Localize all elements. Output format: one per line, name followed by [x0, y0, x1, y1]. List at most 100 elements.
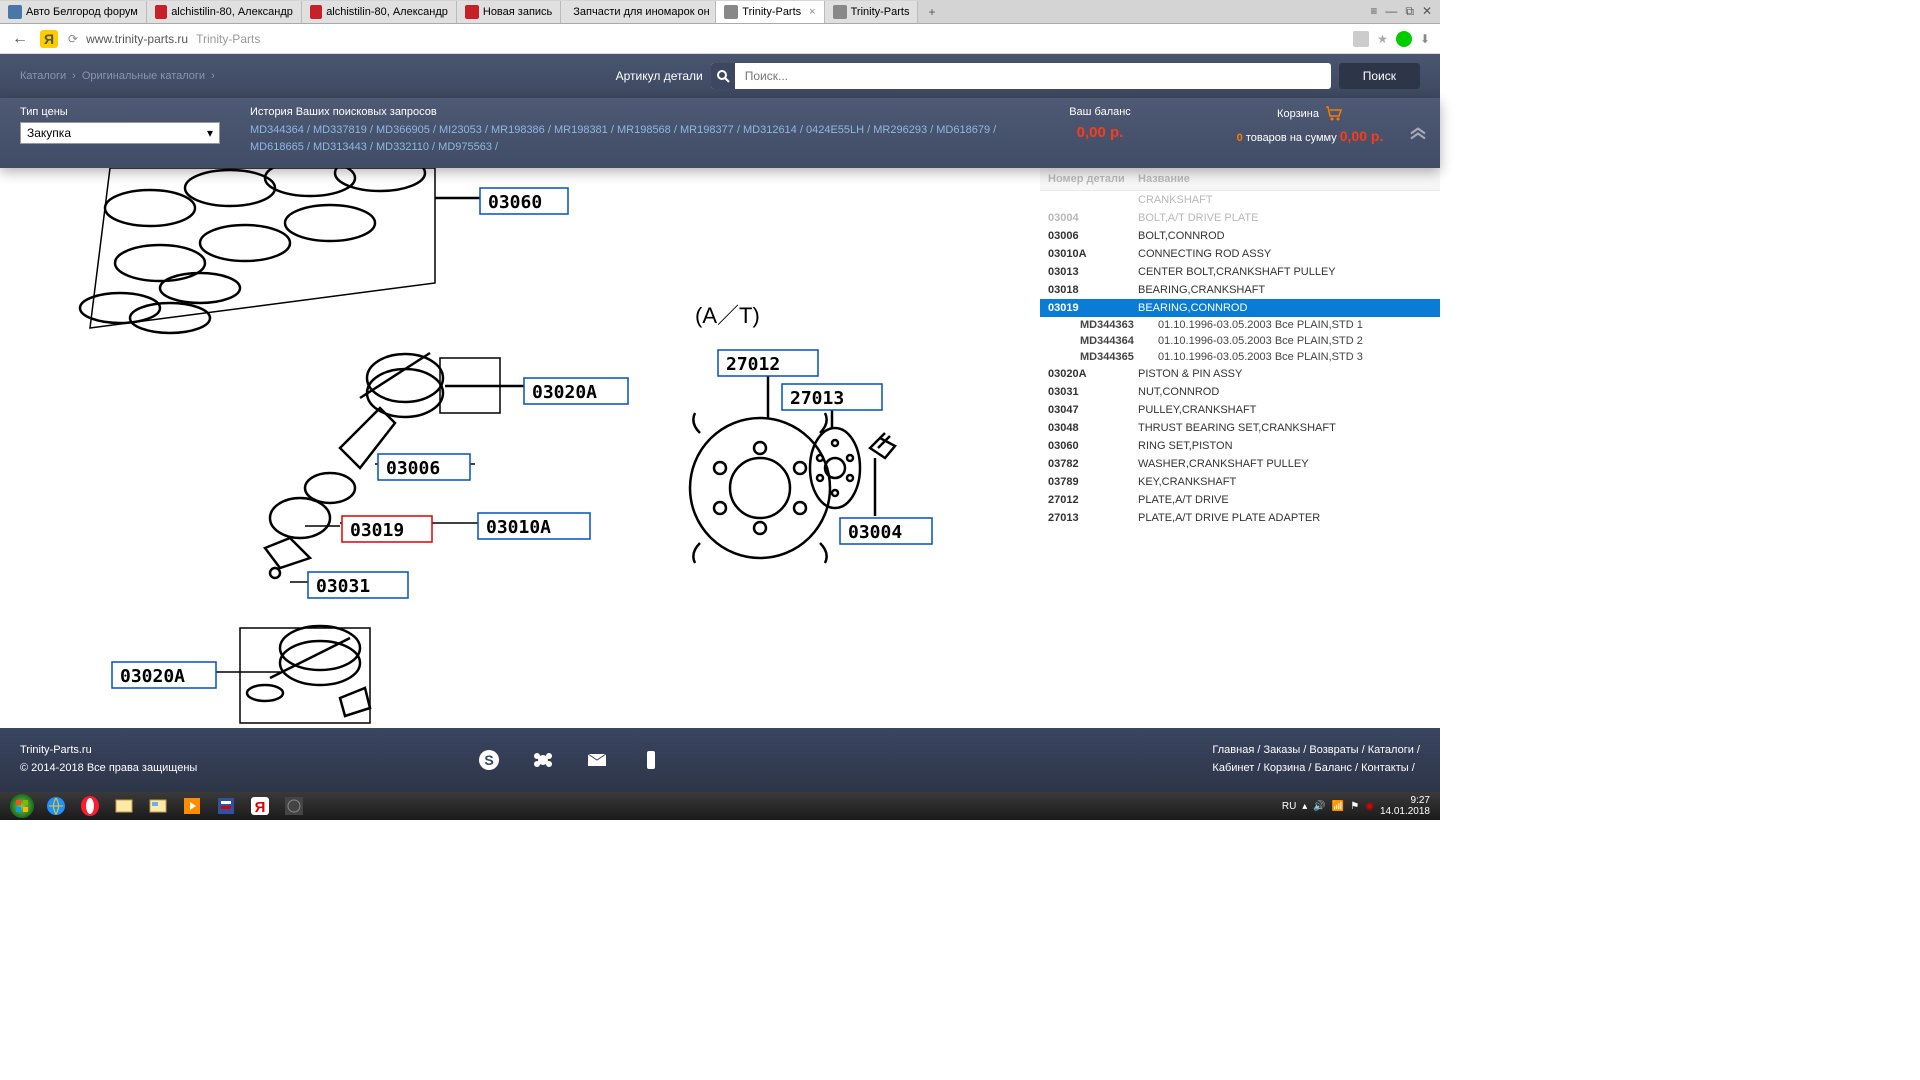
new-tab-button[interactable]: +	[918, 5, 945, 19]
search-button[interactable]: Поиск	[1339, 63, 1420, 89]
browser-tab[interactable]: alchistilin-80, Александр	[147, 1, 302, 23]
footer-link[interactable]: Контакты	[1361, 762, 1409, 774]
history-link[interactable]: MD337819	[313, 124, 367, 136]
history-link[interactable]: MI23053	[439, 124, 482, 136]
parts-row[interactable]: 03004BOLT,A/T DRIVE PLATE	[1040, 209, 1440, 227]
explorer-icon[interactable]	[108, 794, 140, 818]
browser-tab[interactable]: alchistilin-80, Александр	[302, 1, 457, 23]
footer-link[interactable]: Главная	[1212, 744, 1254, 756]
tray-shield-icon[interactable]: ◉	[1365, 801, 1374, 812]
search-input[interactable]	[735, 69, 1331, 83]
parts-row[interactable]: 27013PLATE,A/T DRIVE PLATE ADAPTER	[1040, 509, 1440, 527]
parts-row[interactable]: 03018BEARING,CRANKSHAFT	[1040, 281, 1440, 299]
history-link[interactable]: MR198381	[554, 124, 608, 136]
diagram-area[interactable]: (A／T) 0306003020A030	[0, 168, 1040, 728]
footer-link[interactable]: Корзина	[1263, 762, 1305, 774]
parts-row[interactable]: 03047PULLEY,CRANKSHAFT	[1040, 401, 1440, 419]
parts-row[interactable]: 03010ACONNECTING ROD ASSY	[1040, 245, 1440, 263]
parts-row[interactable]: CRANKSHAFT	[1040, 191, 1440, 209]
breadcrumb-item[interactable]: Оригинальные каталоги	[82, 70, 205, 82]
diagram-label[interactable]: 27012	[718, 350, 818, 376]
footer-link[interactable]: Возвраты	[1309, 744, 1358, 756]
app-icon[interactable]	[210, 794, 242, 818]
ie-icon[interactable]	[40, 794, 72, 818]
parts-row[interactable]: 03013CENTER BOLT,CRANKSHAFT PULLEY	[1040, 263, 1440, 281]
history-link[interactable]: MD618665	[250, 141, 304, 153]
parts-sub-row[interactable]: MD34436501.10.1996-03.05.2003 Все PLAIN,…	[1040, 349, 1440, 365]
parts-row[interactable]: 27012PLATE,A/T DRIVE	[1040, 491, 1440, 509]
browser-tab[interactable]: Trinity-Parts×	[716, 1, 824, 23]
diagram-label[interactable]: 03060	[480, 188, 568, 214]
skype-icon[interactable]: S	[477, 748, 501, 772]
diagram-label[interactable]: 03031	[308, 572, 408, 598]
tray-flag-icon[interactable]: ⚑	[1350, 801, 1359, 812]
diagram-label[interactable]: 27013	[782, 384, 882, 410]
footer-link[interactable]: Заказы	[1263, 744, 1300, 756]
parts-row[interactable]: 03019BEARING,CONNROD	[1040, 299, 1440, 317]
footer-link[interactable]: Каталоги	[1368, 744, 1414, 756]
tray-up-icon[interactable]: ▴	[1302, 801, 1307, 812]
parts-sub-row[interactable]: MD34436301.10.1996-03.05.2003 Все PLAIN,…	[1040, 317, 1440, 333]
parts-row[interactable]: 03020APISTON & PIN ASSY	[1040, 365, 1440, 383]
reload-icon[interactable]: ⟳	[68, 32, 78, 46]
diagram-label[interactable]: 03020A	[112, 662, 216, 688]
url-box[interactable]: ⟳ www.trinity-parts.ru Trinity-Parts	[68, 32, 1343, 46]
history-link[interactable]: MD332110	[376, 141, 429, 153]
history-link[interactable]: 0424E55LH	[806, 124, 864, 136]
close-icon[interactable]: ×	[809, 6, 815, 18]
wot-icon[interactable]	[278, 794, 310, 818]
history-link[interactable]: MR296293	[873, 124, 927, 136]
yandex-button[interactable]: Я	[40, 30, 58, 48]
history-link[interactable]: MD366905	[376, 124, 430, 136]
history-link[interactable]: MR198568	[617, 124, 671, 136]
history-link[interactable]: MD312614	[743, 124, 797, 136]
maximize-icon[interactable]: ⧉	[1405, 4, 1414, 19]
parts-row[interactable]: 03048THRUST BEARING SET,CRANKSHAFT	[1040, 419, 1440, 437]
diagram-label[interactable]: 03010A	[478, 513, 590, 539]
opera-icon[interactable]	[74, 794, 106, 818]
diagram-label[interactable]: 03020A	[524, 378, 628, 404]
minimize-icon[interactable]: —	[1385, 4, 1397, 19]
bookmark-icon[interactable]: ★	[1377, 32, 1388, 46]
parts-row[interactable]: 03060RING SET,PISTON	[1040, 437, 1440, 455]
parts-row[interactable]: 03031NUT,CONNROD	[1040, 383, 1440, 401]
close-window-icon[interactable]: ✕	[1422, 4, 1432, 19]
diagram-label[interactable]: 03004	[840, 518, 932, 544]
scroll-top-button[interactable]	[1408, 122, 1428, 145]
browser-tab[interactable]: Авто Белгород форум	[0, 1, 147, 23]
phone-icon[interactable]	[639, 748, 663, 772]
translate-icon[interactable]	[1353, 31, 1369, 47]
history-link[interactable]: MR198377	[680, 124, 734, 136]
footer-site[interactable]: Trinity-Parts.ru	[20, 742, 197, 760]
back-button[interactable]: ←	[10, 29, 30, 49]
browser-tab[interactable]: Новая запись	[457, 1, 561, 23]
tray-volume-icon[interactable]: 🔊	[1313, 801, 1325, 812]
yandex-taskbar-icon[interactable]: Я	[244, 794, 276, 818]
diagram-label[interactable]: 03006	[378, 454, 470, 480]
tray-clock[interactable]: 9:27 14.01.2018	[1380, 795, 1430, 817]
browser-tab[interactable]: Trinity-Parts	[825, 1, 919, 23]
history-link[interactable]: MD975563	[438, 141, 492, 153]
footer-link[interactable]: Кабинет	[1212, 762, 1254, 774]
price-type-select[interactable]: Закупка ▾	[20, 122, 220, 144]
start-button[interactable]	[4, 793, 40, 819]
adblock-icon[interactable]	[1396, 31, 1412, 47]
browser-tab[interactable]: Запчасти для иномарок он	[561, 1, 716, 23]
tray-lang[interactable]: RU	[1282, 801, 1296, 812]
breadcrumb-item[interactable]: Каталоги	[20, 70, 66, 82]
parts-row[interactable]: 03789KEY,CRANKSHAFT	[1040, 473, 1440, 491]
menu-icon[interactable]: ≡	[1370, 4, 1377, 19]
history-link[interactable]: MD618679	[936, 124, 990, 136]
history-link[interactable]: MD313443	[313, 141, 367, 153]
icq-icon[interactable]	[531, 748, 555, 772]
download-icon[interactable]: ⬇	[1420, 32, 1430, 46]
history-link[interactable]: MR198386	[491, 124, 545, 136]
footer-link[interactable]: Баланс	[1315, 762, 1352, 774]
parts-row[interactable]: 03782WASHER,CRANKSHAFT PULLEY	[1040, 455, 1440, 473]
email-icon[interactable]	[585, 748, 609, 772]
diagram-label[interactable]: 03019	[342, 516, 432, 542]
cart-label[interactable]: Корзина	[1200, 106, 1420, 122]
explorer-icon-2[interactable]	[142, 794, 174, 818]
tray-network-icon[interactable]: 📶	[1332, 801, 1344, 812]
media-icon[interactable]	[176, 794, 208, 818]
